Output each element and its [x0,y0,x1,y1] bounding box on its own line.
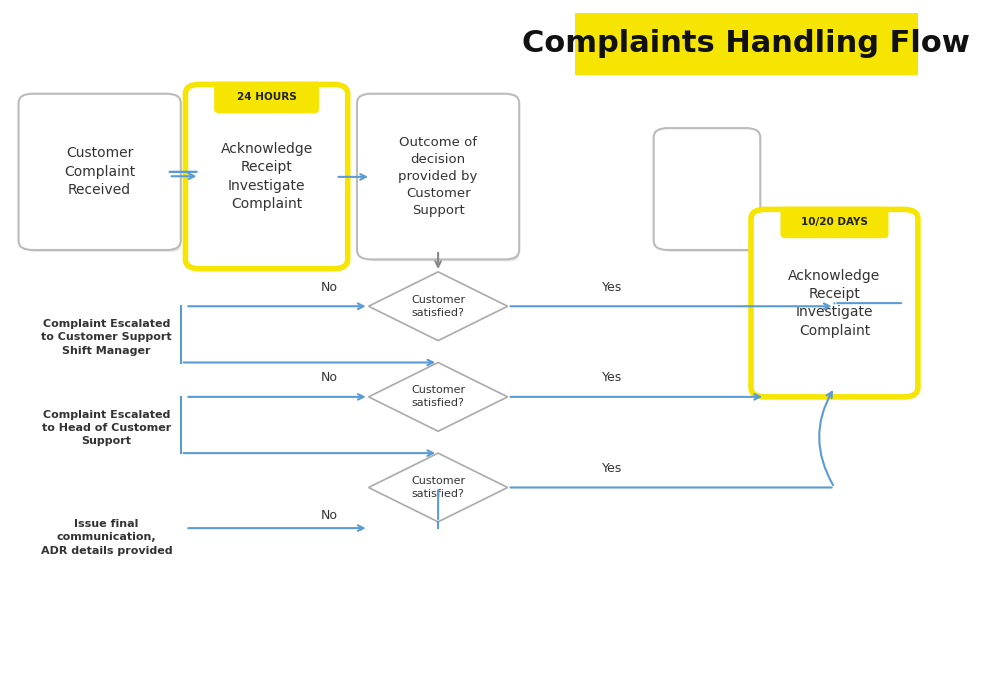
Text: Customer
satisfied?: Customer satisfied? [411,385,465,409]
FancyBboxPatch shape [781,207,888,237]
Text: Customer
satisfied?: Customer satisfied? [411,476,465,499]
Polygon shape [369,272,508,341]
Text: No: No [321,372,338,384]
Text: Complaint Escalated
to Customer Support
Shift Manager: Complaint Escalated to Customer Support … [41,319,172,356]
FancyBboxPatch shape [185,85,348,269]
Text: 10/20 DAYS: 10/20 DAYS [801,217,868,227]
Text: Complaints Handling Flow: Complaints Handling Flow [522,29,970,58]
Text: Customer
satisfied?: Customer satisfied? [411,295,465,318]
Text: Acknowledge
Receipt
Investigate
Complaint: Acknowledge Receipt Investigate Complain… [220,142,313,211]
Text: Outcome of
decision
provided by
Customer
Support: Outcome of decision provided by Customer… [398,136,478,217]
Text: Issue final
communication,
ADR details provided: Issue final communication, ADR details p… [41,519,172,556]
FancyBboxPatch shape [663,136,760,252]
FancyBboxPatch shape [751,209,918,397]
Text: No: No [321,281,338,294]
FancyBboxPatch shape [215,83,318,113]
Polygon shape [369,363,508,431]
Text: Customer
Complaint
Received: Customer Complaint Received [64,146,135,197]
Polygon shape [369,453,508,522]
FancyBboxPatch shape [760,218,918,399]
Text: Acknowledge
Receipt
Investigate
Complaint: Acknowledge Receipt Investigate Complain… [788,269,881,337]
FancyBboxPatch shape [19,94,181,250]
FancyBboxPatch shape [357,94,519,260]
FancyBboxPatch shape [366,102,519,261]
Text: Yes: Yes [602,372,622,384]
FancyBboxPatch shape [28,102,181,252]
Text: Complaint Escalated
to Head of Customer
Support: Complaint Escalated to Head of Customer … [42,410,171,447]
Text: No: No [321,509,338,522]
Text: Yes: Yes [602,462,622,475]
Text: 24 HOURS: 24 HOURS [237,92,296,102]
FancyBboxPatch shape [575,13,918,75]
FancyBboxPatch shape [654,128,760,250]
FancyBboxPatch shape [195,92,348,271]
Text: Yes: Yes [602,281,622,294]
